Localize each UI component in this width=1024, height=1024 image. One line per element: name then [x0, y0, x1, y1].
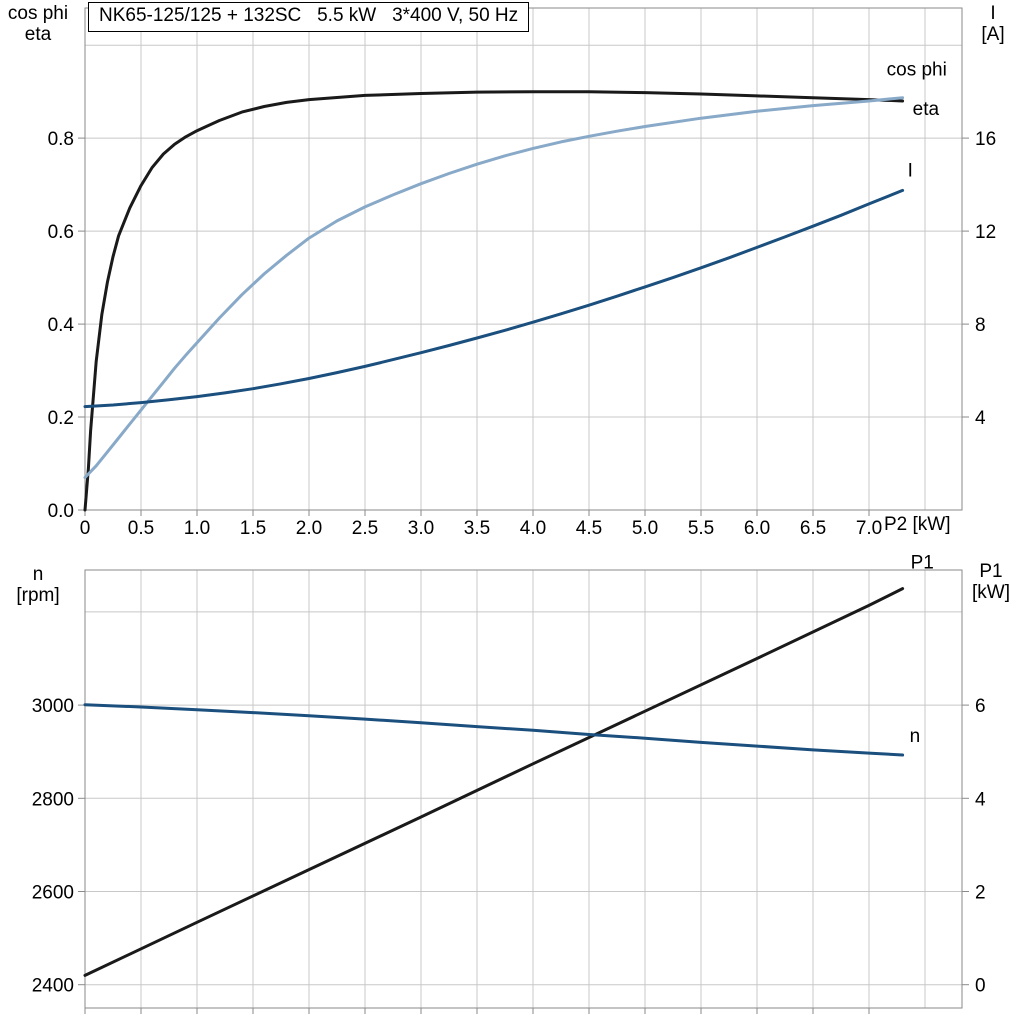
n-curve	[83, 703, 905, 757]
y-right-tick-label: 12	[975, 222, 996, 243]
y-right-tick-label: 6	[975, 696, 986, 717]
cos-phi-curve-label: cos phi	[887, 60, 947, 81]
bottom-left-axis-title: n [rpm]	[0, 564, 76, 606]
left-axis-title-line1: cos phi	[7, 3, 69, 24]
top-right-axis-title: I [A]	[964, 3, 1022, 45]
n-axis-title-line1: n	[32, 564, 44, 585]
x-tick-label: 2.5	[352, 518, 378, 539]
i-curve	[83, 188, 905, 409]
plot-border	[84, 569, 963, 1009]
n-axis-title-line2: [rpm]	[16, 585, 60, 606]
chart-title-box: NK65-125/125 + 132SC 5.5 kW 3*400 V, 50 …	[88, 2, 530, 32]
y-right-tick-label: 4	[975, 789, 986, 810]
eta-curve	[83, 90, 905, 512]
plot-border	[84, 7, 963, 511]
y-left-tick-label: 0.2	[48, 408, 74, 429]
y-left-tick-label: 0.6	[48, 222, 74, 243]
x-axis-label: P2 [kW]	[884, 514, 951, 535]
y-right-tick-label: 4	[975, 408, 986, 429]
x-tick-label: 3.0	[408, 518, 434, 539]
right-axis-title-line2: [A]	[981, 24, 1005, 45]
cos-phi-curve	[83, 96, 905, 479]
x-tick-label: 6.5	[800, 518, 826, 539]
right-axis-title-line1: I	[990, 3, 996, 24]
x-tick-label: 7.0	[856, 518, 882, 539]
x-tick-label: 2.0	[296, 518, 322, 539]
p1-axis-title-line2: [kW]	[972, 582, 1010, 603]
y-left-tick-label: 0.0	[48, 501, 74, 522]
y-left-tick-label: 2400	[32, 976, 74, 997]
x-tick-label: 3.5	[464, 518, 490, 539]
y-left-tick-label: 0.4	[48, 315, 75, 336]
y-right-tick-label: 2	[975, 883, 986, 904]
x-tick-label: 0	[80, 518, 91, 539]
y-left-tick-label: 0.8	[48, 129, 74, 150]
p1-axis-title-line1: P1	[979, 561, 1003, 582]
x-tick-label: 4.0	[520, 518, 546, 539]
p1-curve	[83, 587, 905, 977]
p1-curve-label: P1	[911, 553, 934, 574]
x-tick-label: 4.5	[576, 518, 602, 539]
i-curve-label: I	[908, 160, 913, 181]
x-tick-label: 1.5	[240, 518, 266, 539]
y-right-tick-label: 0	[975, 976, 986, 997]
x-tick-label: 1.0	[184, 518, 210, 539]
x-tick-label: 0.5	[128, 518, 154, 539]
top-left-axis-title: cos phi eta	[0, 3, 76, 45]
y-right-tick-label: 8	[975, 315, 986, 336]
eta-curve-label: eta	[913, 99, 940, 120]
bottom-right-axis-title: P1 [kW]	[960, 561, 1022, 603]
x-tick-label: 5.0	[632, 518, 658, 539]
y-left-tick-label: 2800	[32, 789, 74, 810]
y-left-tick-label: 2600	[32, 883, 74, 904]
x-tick-label: 6.0	[744, 518, 770, 539]
n-curve-label: n	[910, 726, 921, 747]
x-tick-label: 5.5	[688, 518, 714, 539]
left-axis-title-line2: eta	[24, 24, 52, 45]
y-right-tick-label: 16	[975, 129, 996, 150]
y-left-tick-label: 3000	[32, 696, 74, 717]
